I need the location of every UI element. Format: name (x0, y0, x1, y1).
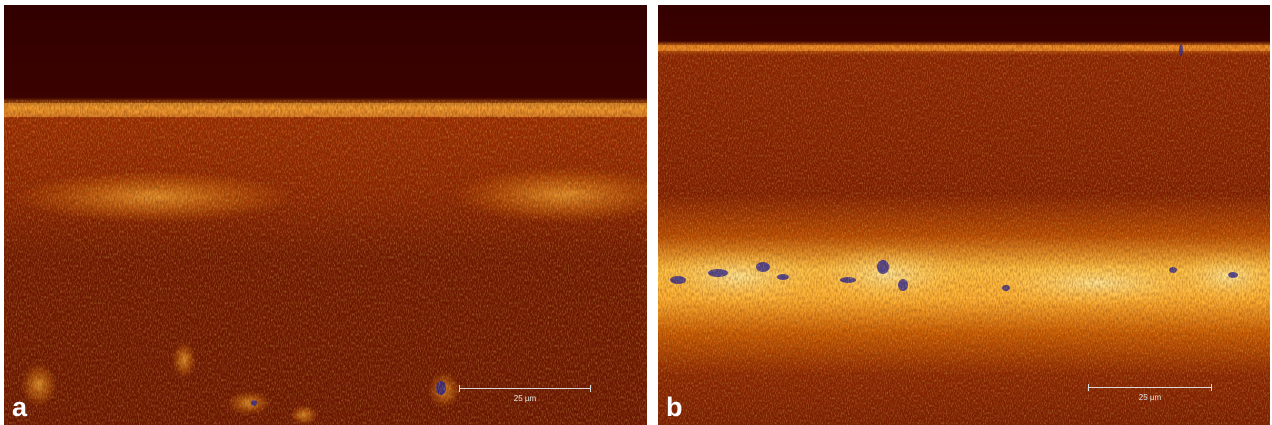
panel-b: 25 µm b (658, 5, 1270, 425)
scalebar-line (1088, 387, 1212, 388)
panel-b-speckle-dark (658, 43, 1270, 425)
scalebar-tick-right (1211, 384, 1212, 391)
panel-b-letter: b (666, 392, 683, 422)
scalebar-tick-right (590, 385, 591, 392)
panel-b-scale-label: 25 µm (1138, 393, 1162, 402)
panel-a-letter: a (12, 392, 28, 422)
panel-b-scalebar: 25 µm (1088, 382, 1212, 406)
panel-b-image (658, 5, 1270, 425)
scalebar-line (459, 388, 591, 389)
panel-a-scale-label: 25 µm (513, 394, 537, 403)
panel-a: 25 µm a (4, 5, 647, 425)
panel-a-speckle-dark (4, 100, 647, 425)
panel-a-image (4, 5, 647, 425)
panel-a-scalebar: 25 µm (459, 383, 591, 407)
